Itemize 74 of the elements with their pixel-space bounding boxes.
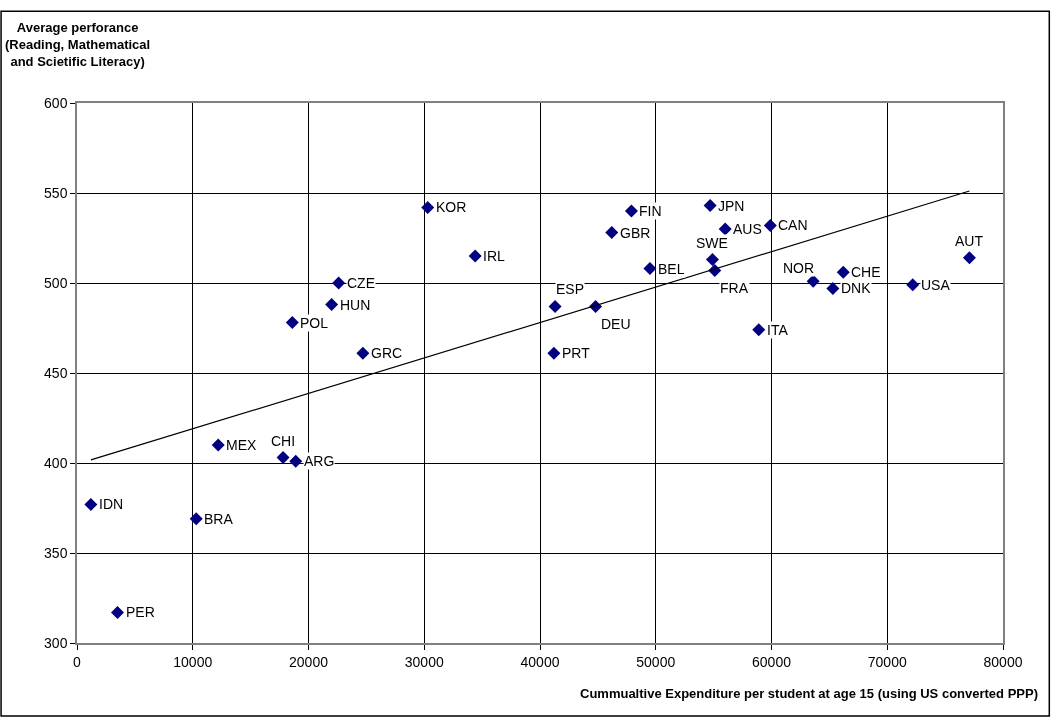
data-label: CZE xyxy=(347,275,375,291)
point xyxy=(211,438,225,452)
y-tick-label: 350 xyxy=(44,544,68,561)
data-label: GRC xyxy=(371,345,403,361)
point xyxy=(189,512,203,526)
y-tick-label: 600 xyxy=(44,94,68,111)
point xyxy=(84,497,98,511)
point xyxy=(718,222,732,236)
point xyxy=(356,346,370,360)
data-label: AUS xyxy=(733,221,762,237)
y-tick-label: 300 xyxy=(44,634,68,651)
y-tick-label: 550 xyxy=(44,184,68,201)
point xyxy=(806,274,820,288)
x-tick-label: 60000 xyxy=(752,653,792,670)
point xyxy=(836,265,850,279)
data-label: CHE xyxy=(851,264,881,280)
data-label: DNK xyxy=(841,280,872,296)
data-label: GBR xyxy=(620,225,651,241)
point xyxy=(111,605,125,619)
data-label: FIN xyxy=(639,203,662,219)
point xyxy=(325,298,339,312)
point xyxy=(763,218,777,232)
x-tick-label: 0 xyxy=(73,653,82,670)
data-label: ARG xyxy=(304,453,335,469)
data-label: CHI xyxy=(271,433,296,449)
point xyxy=(752,323,766,337)
point xyxy=(547,346,561,360)
point xyxy=(826,281,840,295)
point xyxy=(548,299,562,313)
point xyxy=(332,276,346,290)
data-label: IRL xyxy=(483,248,505,264)
point xyxy=(276,451,290,465)
x-tick-label: 50000 xyxy=(636,653,676,670)
point xyxy=(705,253,719,267)
data-label: MEX xyxy=(226,437,257,453)
data-label: CAN xyxy=(778,217,808,233)
x-tick-label: 70000 xyxy=(867,653,907,670)
data-label: IDN xyxy=(99,496,124,512)
data-label: DEU xyxy=(601,316,631,332)
data-label: BRA xyxy=(204,511,234,527)
x-axis-title: Cummualtive Expenditure per student at age 15 (using US converted PPP) xyxy=(580,686,1038,701)
point xyxy=(703,199,717,213)
y-axis-title: Average perforance (Reading, Mathematical and Scietific Literacy) xyxy=(5,20,151,69)
data-label: AUT xyxy=(955,233,984,249)
data-label: USA xyxy=(921,277,951,293)
data-label: BEL xyxy=(658,261,685,277)
point xyxy=(906,278,920,292)
x-tick-label: 20000 xyxy=(289,653,329,670)
data-label: PER xyxy=(126,604,155,620)
data-label: NOR xyxy=(783,260,815,276)
point xyxy=(962,251,976,265)
data-label: PRT xyxy=(562,345,591,361)
point xyxy=(605,226,619,240)
data-label: HUN xyxy=(340,297,371,313)
point xyxy=(289,454,303,468)
y-tick-label: 450 xyxy=(44,364,68,381)
point xyxy=(624,204,638,218)
data-label: JPN xyxy=(718,198,745,214)
data-label: FRA xyxy=(720,280,749,296)
data-label: ITA xyxy=(767,322,789,338)
data-label: SWE xyxy=(696,235,728,251)
point xyxy=(285,316,299,330)
x-tick-label: 10000 xyxy=(173,653,213,670)
x-tick-label: 30000 xyxy=(404,653,444,670)
y-tick-label: 500 xyxy=(44,274,68,291)
data-label: POL xyxy=(300,315,329,331)
data-label: KOR xyxy=(436,199,467,215)
data-label: ESP xyxy=(556,281,585,297)
x-tick-label: 80000 xyxy=(983,653,1023,670)
point xyxy=(643,262,657,276)
point xyxy=(421,200,435,214)
point xyxy=(468,249,482,263)
x-tick-label: 40000 xyxy=(520,653,560,670)
y-tick-label: 400 xyxy=(44,454,68,471)
